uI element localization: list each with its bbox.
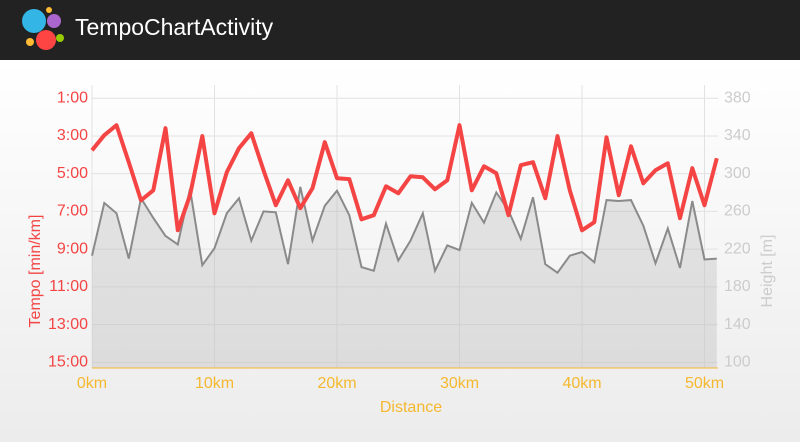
y-tick-label: 11:00 [49, 278, 88, 295]
y2-tick-label: 340 [724, 127, 751, 144]
chart: Distance Tempo [min/km] Height [m] 1:00 3… [0, 60, 800, 442]
app-title: TempoChartActivity [75, 14, 274, 40]
y2-tick-label: 300 [724, 165, 751, 182]
y-tick-label: 13:00 [48, 316, 88, 333]
x-tick-label: 20km [317, 375, 356, 392]
y2-tick-label: 380 [724, 89, 751, 106]
height-line [91, 186, 717, 275]
y-tick-label: 3:00 [57, 127, 88, 144]
x-tick-label: 50km [685, 375, 724, 392]
app-icon [22, 7, 64, 50]
y-tick-label: 15:00 [48, 354, 88, 371]
y2-axis-label: Height [m] [759, 235, 776, 308]
y2-tick-label: 260 [724, 203, 751, 220]
tempo-line [90, 123, 719, 233]
y2-tick-label: 220 [724, 240, 751, 257]
y-tick-label: 5:00 [57, 165, 88, 182]
x-tick-label: 40km [562, 375, 601, 392]
x-tick-label: 10km [195, 375, 234, 392]
background [0, 60, 800, 442]
x-tick-label: 0km [77, 375, 107, 392]
y2-tick-label: 180 [724, 278, 751, 295]
y-tick-label: 1:00 [57, 89, 88, 106]
y-tick-label: 9:00 [57, 240, 88, 257]
x-tick-label: 30km [440, 375, 479, 392]
y2-tick-label: 100 [724, 354, 751, 371]
x-axis-label: Distance [380, 399, 442, 416]
y2-tick-label: 140 [724, 316, 751, 333]
app-bar: TempoChartActivity [0, 0, 800, 60]
y-tick-label: 7:00 [57, 203, 88, 220]
y-axis-label: Tempo [min/km] [27, 215, 44, 328]
